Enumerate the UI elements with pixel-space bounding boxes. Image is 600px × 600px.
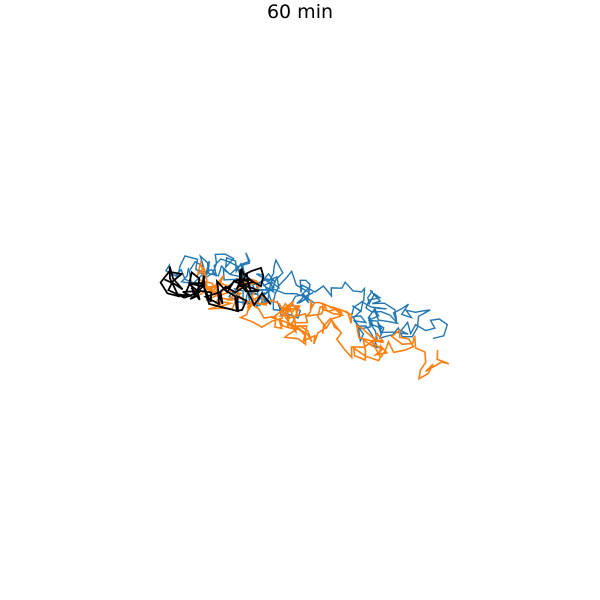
trace-blue	[164, 252, 449, 349]
trace-black	[159, 266, 272, 313]
figure-title: 60 min	[266, 1, 334, 23]
trace-orange	[196, 259, 450, 381]
